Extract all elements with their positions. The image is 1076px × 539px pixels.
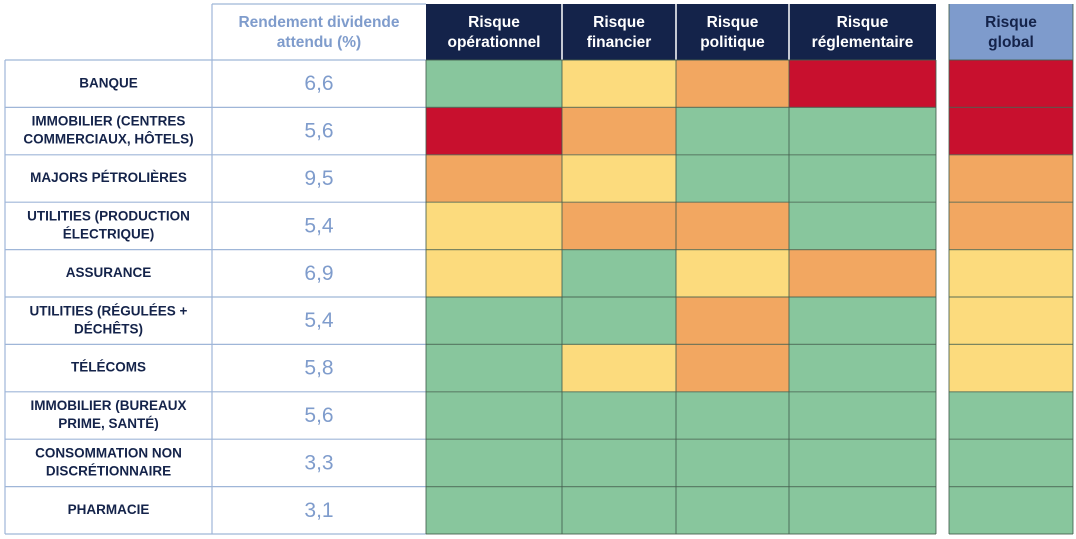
yield-value: 5,6 — [304, 120, 333, 143]
global-risk-cell — [949, 202, 1073, 250]
risk-cell — [676, 486, 789, 534]
risk-cell — [789, 60, 936, 108]
risk-cell — [562, 344, 676, 392]
risk-cell — [676, 391, 789, 440]
risk-cell — [562, 297, 676, 345]
sector-label: BANQUE — [79, 75, 138, 90]
risk-cell — [562, 249, 676, 297]
risk-cell — [426, 486, 562, 534]
risk-cell — [789, 486, 936, 534]
risk-cell — [426, 154, 562, 203]
yield-value: 3,3 — [304, 451, 333, 474]
yield-value: 5,4 — [304, 214, 334, 237]
risk-header-3-line2: politique — [700, 34, 765, 51]
sector-label: MAJORS PÉTROLIÈRES — [30, 170, 187, 185]
risk-cell — [562, 391, 676, 440]
risk-cell — [676, 249, 789, 297]
sector-label-line2: DÉCHÊTS) — [74, 321, 143, 336]
risk-header-3-line1: Risque — [707, 14, 759, 31]
risk-cell — [562, 202, 676, 250]
risk-cell — [789, 154, 936, 203]
sector-label-line1: UTILITIES (RÉGULÉES + — [30, 303, 188, 318]
risk-cell — [676, 60, 789, 108]
risk-cell — [562, 486, 676, 534]
yield-value: 6,6 — [304, 72, 333, 95]
yield-value: 9,5 — [304, 167, 333, 190]
risk-cell — [426, 107, 562, 155]
risk-cell — [426, 344, 562, 392]
sector-label-line1: IMMOBILIER (BUREAUX — [31, 398, 187, 413]
risk-cell — [426, 297, 562, 345]
risk-cell — [789, 391, 936, 440]
global-header-line1: Risque — [985, 14, 1037, 31]
risk-cell — [789, 344, 936, 392]
risk-cell — [562, 154, 676, 203]
global-risk-cell — [949, 439, 1073, 487]
sector-label-line1: CONSOMMATION NON — [35, 445, 182, 460]
sector-label-line1: UTILITIES (PRODUCTION — [27, 208, 190, 223]
sector-label: PHARMACIE — [68, 502, 150, 517]
risk-header-2-line1: Risque — [593, 14, 645, 31]
yield-value: 3,1 — [304, 499, 333, 522]
risk-cell — [426, 60, 562, 108]
risk-cell — [426, 439, 562, 487]
global-risk-cell — [949, 60, 1073, 108]
global-risk-cell — [949, 154, 1073, 203]
global-header-background — [949, 4, 1073, 60]
global-header-line2: global — [988, 34, 1034, 51]
risk-cell — [676, 297, 789, 345]
risk-cell — [562, 60, 676, 108]
global-risk-cell — [949, 249, 1073, 297]
sector-label-line2: COMMERCIAUX, HÔTELS) — [23, 132, 193, 147]
sector-label-line2: DISCRÉTIONNAIRE — [46, 463, 171, 478]
risk-cell — [676, 107, 789, 155]
sector-label-line2: ÉLECTRIQUE) — [63, 226, 155, 241]
risk-header-2-line2: financier — [587, 34, 652, 51]
risk-header-1-line2: opérationnel — [447, 34, 540, 51]
global-risk-cell — [949, 391, 1073, 440]
risk-header-4-line1: Risque — [837, 14, 889, 31]
risk-cell — [789, 249, 936, 297]
sector-label: ASSURANCE — [66, 265, 152, 280]
global-risk-cell — [949, 297, 1073, 345]
risk-cell — [562, 107, 676, 155]
sector-label-line1: IMMOBILIER (CENTRES — [32, 114, 186, 129]
global-risk-cell — [949, 486, 1073, 534]
risk-cell — [676, 202, 789, 250]
risk-cell — [676, 154, 789, 203]
yield-value: 5,4 — [304, 309, 334, 332]
risk-header-1-line1: Risque — [468, 14, 520, 31]
risk-header-4-line2: réglementaire — [812, 34, 914, 51]
risk-cell — [789, 297, 936, 345]
risk-cell — [676, 439, 789, 487]
risk-cell — [562, 439, 676, 487]
global-risk-cell — [949, 107, 1073, 155]
sector-label: TÉLÉCOMS — [71, 360, 146, 375]
risk-cell — [426, 202, 562, 250]
risk-cell — [789, 439, 936, 487]
sector-label-line2: PRIME, SANTÉ) — [58, 416, 159, 431]
yield-value: 6,9 — [304, 262, 333, 285]
yield-value: 5,8 — [304, 357, 333, 380]
yield-value: 5,6 — [304, 404, 333, 427]
risk-cell — [789, 107, 936, 155]
yield-header-line1: Rendement dividende — [238, 14, 399, 31]
yield-header-line2: attendu (%) — [277, 34, 361, 51]
global-risk-cell — [949, 344, 1073, 392]
risk-cell — [789, 202, 936, 250]
risk-header-background — [426, 4, 936, 60]
risk-cell — [426, 391, 562, 440]
risk-cell — [426, 249, 562, 297]
risk-cell — [676, 344, 789, 392]
